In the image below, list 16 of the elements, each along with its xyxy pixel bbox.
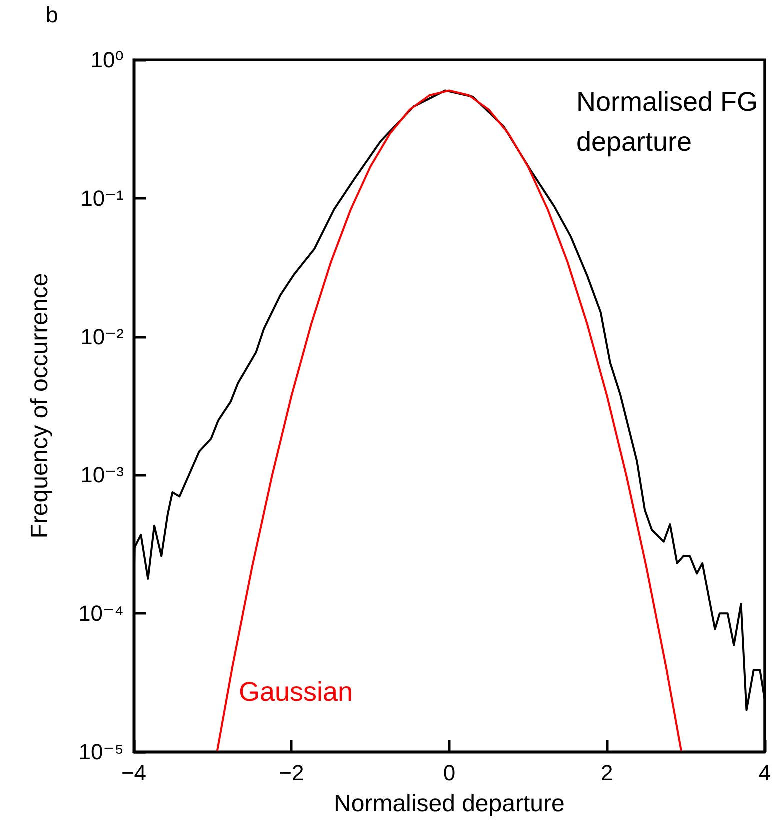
- x-tick-label: −2: [279, 760, 304, 786]
- x-tick-label: 4: [758, 760, 772, 786]
- x-axis-title: Normalised departure: [334, 790, 565, 818]
- y-tick-label: 10⁻⁵: [78, 740, 124, 764]
- x-tick-label: −4: [121, 760, 147, 786]
- series-label: Gaussian: [239, 677, 354, 707]
- y-tick-label: 10⁻¹: [80, 186, 124, 211]
- text: b: [46, 2, 58, 28]
- x-tick-label: 0: [443, 760, 456, 786]
- y-tick-label: 10⁰: [90, 48, 124, 72]
- y-axis-title: Frequency of occurrence: [26, 273, 54, 539]
- x-tick-label: 2: [601, 760, 614, 786]
- series-label: Normalised FG departure: [576, 87, 758, 157]
- y-tick-label: 10⁻²: [80, 324, 124, 350]
- y-tick-label: 10⁻³: [80, 462, 124, 488]
- y-tick-label: 10⁻⁴: [78, 601, 124, 626]
